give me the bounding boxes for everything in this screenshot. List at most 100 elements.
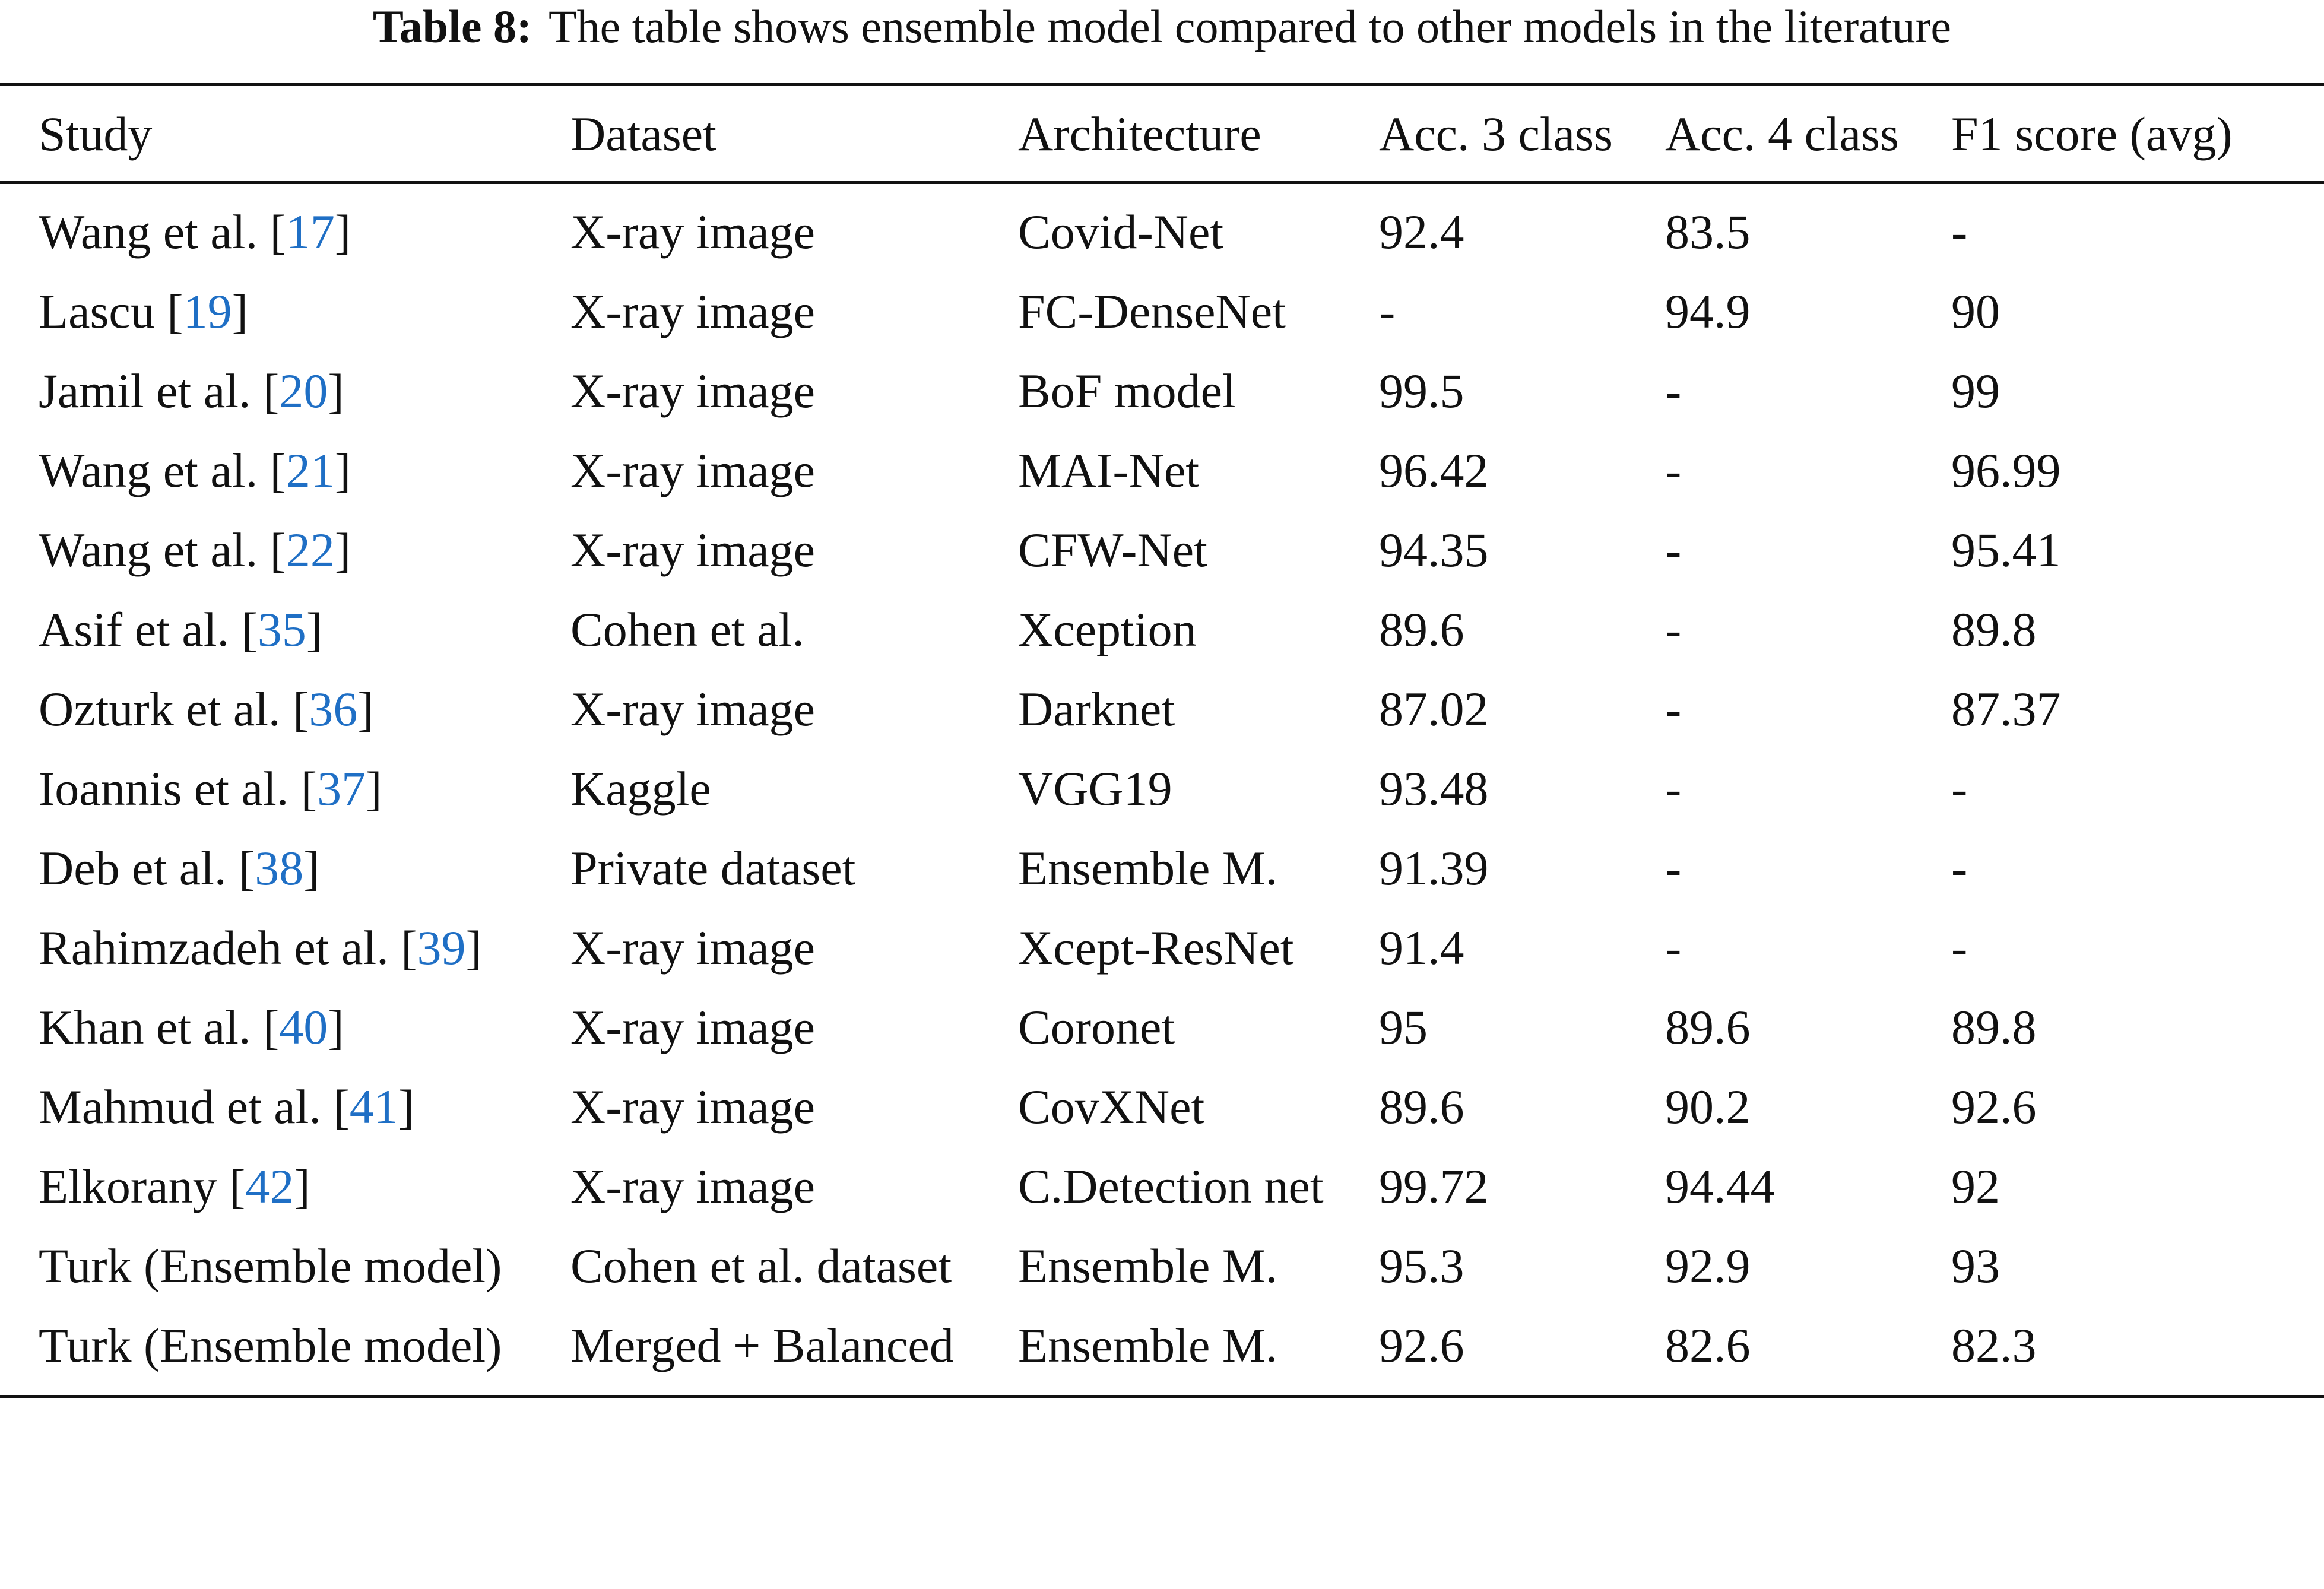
cell-acc-4-class: 94.44 [1665,1159,1775,1213]
cell-f1-score: - [1951,205,1968,259]
cell-architecture: BoF model [1018,364,1236,418]
cell-architecture: Coronet [1018,1000,1175,1054]
cell-acc-3-class: 95.3 [1379,1239,1464,1293]
cell-f1-score: 87.37 [1951,682,2061,736]
table-row: Wang et al. [22] X-ray image CFW-Net 94.35 -… [0,518,2324,598]
table-row: Ozturk et al. [36] X-ray image Darknet 87.0… [0,677,2324,757]
cell-acc-4-class: 90.2 [1665,1080,1751,1134]
cell-acc-3-class: - [1379,284,1396,338]
cell-acc-3-class: 93.48 [1379,762,1489,816]
cell-dataset: X-ray image [570,443,816,497]
cell-acc-4-class: - [1665,682,1682,736]
cell-architecture: Darknet [1018,682,1175,736]
table-row: Jamil et al. [20] X-ray image BoF model 99.… [0,359,2324,439]
cell-dataset: Kaggle [570,762,711,816]
cell-architecture: FC-DenseNet [1018,284,1286,338]
header-acc-4-class: Acc. 4 class [1665,106,1899,161]
cell-architecture: VGG19 [1018,762,1172,816]
study-name: Rahimzadeh et al. [39,921,389,975]
table-row: Elkorany [42] X-ray image C.Detection net 9… [0,1155,2324,1234]
citation-link[interactable]: 21 [286,443,335,497]
citation-link[interactable]: 42 [245,1159,294,1213]
cell-acc-3-class: 91.4 [1379,921,1464,975]
cell-study: Ioannis et al. [37] [39,762,382,816]
cell-architecture: Xception [1018,602,1197,656]
citation-link[interactable]: 17 [286,205,335,259]
cell-dataset: X-ray image [570,1159,816,1213]
cell-acc-3-class: 92.4 [1379,205,1464,259]
citation-link[interactable]: 37 [317,762,366,816]
cell-f1-score: 89.8 [1951,602,2037,656]
cell-acc-4-class: 89.6 [1665,1000,1751,1054]
cell-study: Wang et al. [21] [39,443,351,497]
cell-dataset: X-ray image [570,284,816,338]
cell-acc-3-class: 96.42 [1379,443,1489,497]
cell-acc-4-class: 82.6 [1665,1318,1751,1372]
cell-f1-score: 89.8 [1951,1000,2037,1054]
cell-study: Rahimzadeh et al. [39] [39,921,482,975]
cell-architecture: CFW-Net [1018,523,1207,577]
cell-acc-4-class: 83.5 [1665,205,1751,259]
cell-architecture: MAI-Net [1018,443,1200,497]
table-row: Asif et al. [35] Cohen et al. Xception 89.6… [0,598,2324,677]
cell-study: Jamil et al. [20] [39,364,344,418]
cell-dataset: Private dataset [570,841,856,895]
cell-acc-4-class: - [1665,523,1682,577]
cell-f1-score: 96.99 [1951,443,2061,497]
cell-f1-score: - [1951,841,1968,895]
cell-f1-score: - [1951,921,1968,975]
study-name: Wang et al. [39,443,258,497]
table-row: Wang et al. [21] X-ray image MAI-Net 96.42 -… [0,439,2324,518]
study-name: Wang et al. [39,205,258,259]
cell-f1-score: 93 [1951,1239,2000,1293]
citation-link[interactable]: 19 [183,284,232,338]
citation-link[interactable]: 40 [279,1000,328,1054]
cell-study: Ozturk et al. [36] [39,682,374,736]
cell-acc-3-class: 91.39 [1379,841,1489,895]
table-row: Lascu [19] X-ray image FC-DenseNet - 94.9 90 [0,280,2324,359]
cell-dataset: X-ray image [570,921,816,975]
comparison-table: Study Dataset Architecture Acc. 3 class … [0,83,2324,1398]
table-row: Ioannis et al. [37] Kaggle VGG19 93.48 - - [0,757,2324,836]
study-name: Ioannis et al. [39,762,289,816]
citation-link[interactable]: 38 [255,841,304,895]
cell-study: Deb et al. [38] [39,841,320,895]
study-name: Jamil et al. [39,364,251,418]
cell-dataset: X-ray image [570,205,816,259]
cell-f1-score: 92.6 [1951,1080,2037,1134]
citation-link[interactable]: 20 [279,364,328,418]
cell-architecture: Xcept-ResNet [1018,921,1294,975]
cell-f1-score: 90 [1951,284,2000,338]
citation-link[interactable]: 36 [309,682,358,736]
cell-f1-score: 95.41 [1951,523,2061,577]
header-dataset: Dataset [570,106,716,161]
citation-link[interactable]: 35 [257,602,306,656]
cell-acc-4-class: - [1665,364,1682,418]
header-architecture: Architecture [1018,106,1261,161]
study-name: Deb et al. [39,841,227,895]
cell-dataset: X-ray image [570,364,816,418]
table-row: Rahimzadeh et al. [39] X-ray image Xcept-R… [0,916,2324,995]
cell-architecture: Ensemble M. [1018,841,1278,895]
citation-link[interactable]: 41 [349,1080,398,1134]
caption-text: The table shows ensemble model compared … [548,1,1952,52]
study-name: Ozturk et al. [39,682,281,736]
cell-acc-4-class: 94.9 [1665,284,1751,338]
study-name: Turk (Ensemble model) [39,1318,502,1372]
cell-acc-4-class: - [1665,921,1682,975]
cell-acc-3-class: 94.35 [1379,523,1489,577]
cell-dataset: X-ray image [570,682,816,736]
cell-study: Elkorany [42] [39,1159,310,1213]
cell-f1-score: 99 [1951,364,2000,418]
header-row: Study Dataset Architecture Acc. 3 class … [0,84,2324,183]
table-row: Deb et al. [38] Private dataset Ensemble M… [0,836,2324,916]
study-name: Asif et al. [39,602,230,656]
cell-dataset: Cohen et al. [570,602,804,656]
cell-architecture: C.Detection net [1018,1159,1324,1213]
table-row: Mahmud et al. [41] X-ray image CovXNet 89.6… [0,1075,2324,1155]
cell-study: Turk (Ensemble model) [0,1314,532,1397]
citation-link[interactable]: 39 [417,921,466,975]
cell-architecture: Ensemble M. [1018,1318,1278,1372]
table-header: Study Dataset Architecture Acc. 3 class … [0,84,2324,183]
citation-link[interactable]: 22 [286,523,335,577]
